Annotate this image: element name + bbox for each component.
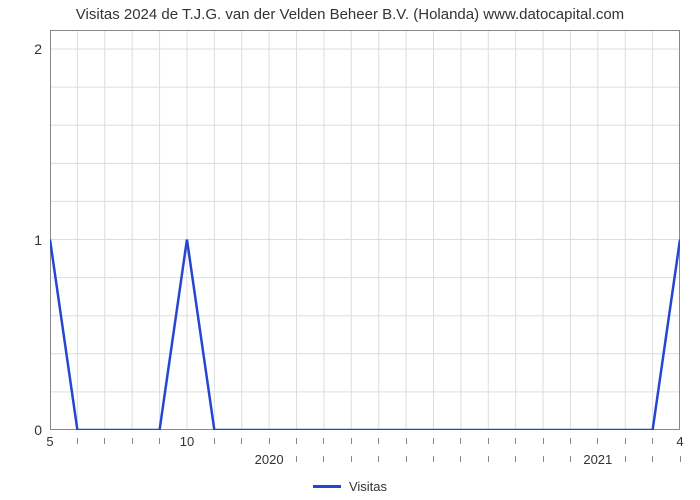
x-year-minor-tick (570, 456, 571, 462)
x-minor-tick (515, 438, 516, 444)
x-minor-tick (104, 438, 105, 444)
x-minor-tick (625, 438, 626, 444)
x-minor-tick (269, 438, 270, 444)
x-year-minor-tick (515, 456, 516, 462)
x-year-minor-tick (406, 456, 407, 462)
x-minor-tick (214, 438, 215, 444)
chart-svg (50, 30, 680, 430)
x-minor-tick (488, 438, 489, 444)
x-minor-tick (378, 438, 379, 444)
x-tick-label: 5 (46, 434, 53, 449)
x-year-minor-tick (625, 456, 626, 462)
x-year-minor-tick (488, 456, 489, 462)
x-minor-tick (406, 438, 407, 444)
x-year-minor-tick (378, 456, 379, 462)
x-year-label: 2021 (583, 452, 612, 467)
x-year-minor-tick (296, 456, 297, 462)
x-tick-label: 4 (676, 434, 683, 449)
x-minor-tick (351, 438, 352, 444)
x-year-minor-tick (323, 456, 324, 462)
x-minor-tick (241, 438, 242, 444)
x-year-minor-tick (680, 456, 681, 462)
chart-title: Visitas 2024 de T.J.G. van der Velden Be… (0, 6, 700, 23)
x-year-minor-tick (351, 456, 352, 462)
x-minor-tick (652, 438, 653, 444)
legend-label: Visitas (349, 479, 387, 494)
x-minor-tick (77, 438, 78, 444)
x-year-label: 2020 (255, 452, 284, 467)
x-year-minor-tick (652, 456, 653, 462)
x-year-minor-tick (460, 456, 461, 462)
legend-item-visitas: Visitas (313, 479, 387, 494)
x-minor-tick (597, 438, 598, 444)
x-minor-tick (132, 438, 133, 444)
x-minor-tick (433, 438, 434, 444)
x-minor-tick (460, 438, 461, 444)
x-tick-label: 10 (180, 434, 194, 449)
x-minor-tick (159, 438, 160, 444)
x-minor-tick (296, 438, 297, 444)
x-minor-tick (323, 438, 324, 444)
x-minor-tick (543, 438, 544, 444)
legend-swatch (313, 485, 341, 488)
plot-area: 012510420202021 (50, 30, 680, 430)
legend: Visitas (0, 475, 700, 494)
y-tick-label: 0 (34, 422, 42, 438)
x-minor-tick (570, 438, 571, 444)
x-year-minor-tick (543, 456, 544, 462)
y-tick-label: 1 (34, 232, 42, 248)
x-year-minor-tick (433, 456, 434, 462)
y-tick-label: 2 (34, 41, 42, 57)
